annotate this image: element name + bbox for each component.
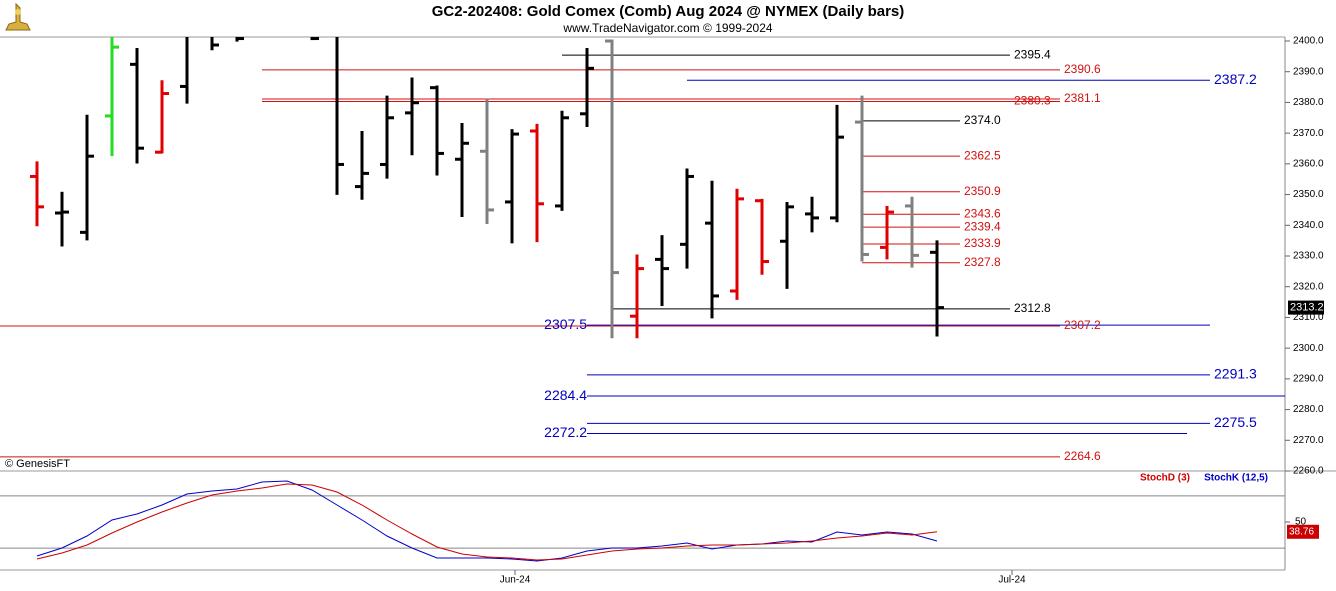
level-label: 2327.8 [964, 255, 1001, 269]
logo [5, 2, 31, 31]
level-label: 2284.4 [544, 387, 587, 403]
y-tick-label: 2330.0 [1293, 251, 1324, 262]
level-label: 2374.0 [964, 113, 1001, 127]
level-label: 2395.4 [1014, 47, 1051, 61]
level-label: 2339.4 [964, 219, 1001, 233]
y-tick-label: 2340.0 [1293, 220, 1324, 231]
level-label: 2350.9 [964, 184, 1001, 198]
level-label: 2380.3 [1014, 94, 1051, 108]
level-label: 2307.2 [1064, 318, 1101, 332]
chart-title: GC2-202408: Gold Comex (Comb) Aug 2024 @… [432, 3, 905, 20]
level-label: 2381.1 [1064, 91, 1101, 105]
axes: 2400.0 2390.0 2380.0 2370.0 2360.0 2350.0 2340… [500, 36, 1324, 586]
level-label: 2275.5 [1214, 414, 1257, 430]
y-tick-label: 50 [1295, 517, 1307, 528]
stoch-line [36, 480, 938, 562]
level-label: 2272.2 [544, 424, 587, 440]
y-tick-label: 2320.0 [1293, 281, 1324, 292]
last-price-label: 2313.2 [1290, 302, 1324, 314]
price-plot [0, 37, 1285, 458]
y-tick-label: 2360.0 [1293, 158, 1324, 169]
level-label: 2387.2 [1214, 71, 1257, 87]
level-label: 2264.6 [1064, 449, 1101, 463]
y-tick-label: 2290.0 [1293, 373, 1324, 384]
level-label: 2312.8 [1014, 301, 1051, 315]
level-label: 2307.5 [544, 316, 587, 332]
level-label: 2333.9 [964, 236, 1001, 250]
y-tick-label: 2390.0 [1293, 66, 1324, 77]
level-label: 2390.6 [1064, 62, 1101, 76]
y-tick-label: 2310.0 [1293, 312, 1324, 323]
y-tick-label: 2400.0 [1293, 36, 1324, 47]
legend-entry: StochD (3) [1140, 473, 1190, 484]
y-tick-label: 2300.0 [1293, 343, 1324, 354]
y-tick-label: 2350.0 [1293, 189, 1324, 200]
last-value-label: 38.76 [1289, 526, 1314, 537]
level-label: 2343.6 [964, 206, 1001, 220]
chart-subtitle: www.TradeNavigator.com © 1999-2024 [562, 21, 772, 35]
y-tick-label: 2380.0 [1293, 97, 1324, 108]
level-label: 2362.5 [964, 148, 1001, 162]
last-value-box [1287, 524, 1319, 539]
copyright: © GenesisFT [5, 458, 70, 470]
legend-entry: StochK (12,5) [1204, 473, 1268, 484]
stoch-plot [0, 480, 1285, 562]
level-label: 2291.3 [1214, 366, 1257, 382]
y-tick-label: 2370.0 [1293, 128, 1324, 139]
y-tick-label: 2260.0 [1293, 466, 1324, 477]
x-tick-label: Jul-24 [998, 575, 1026, 586]
last-price-box [1288, 300, 1324, 315]
x-tick-label: Jun-24 [500, 575, 531, 586]
y-tick-label: 2270.0 [1293, 435, 1324, 446]
y-tick-label: 2280.0 [1293, 404, 1324, 415]
stoch-line [36, 483, 938, 561]
